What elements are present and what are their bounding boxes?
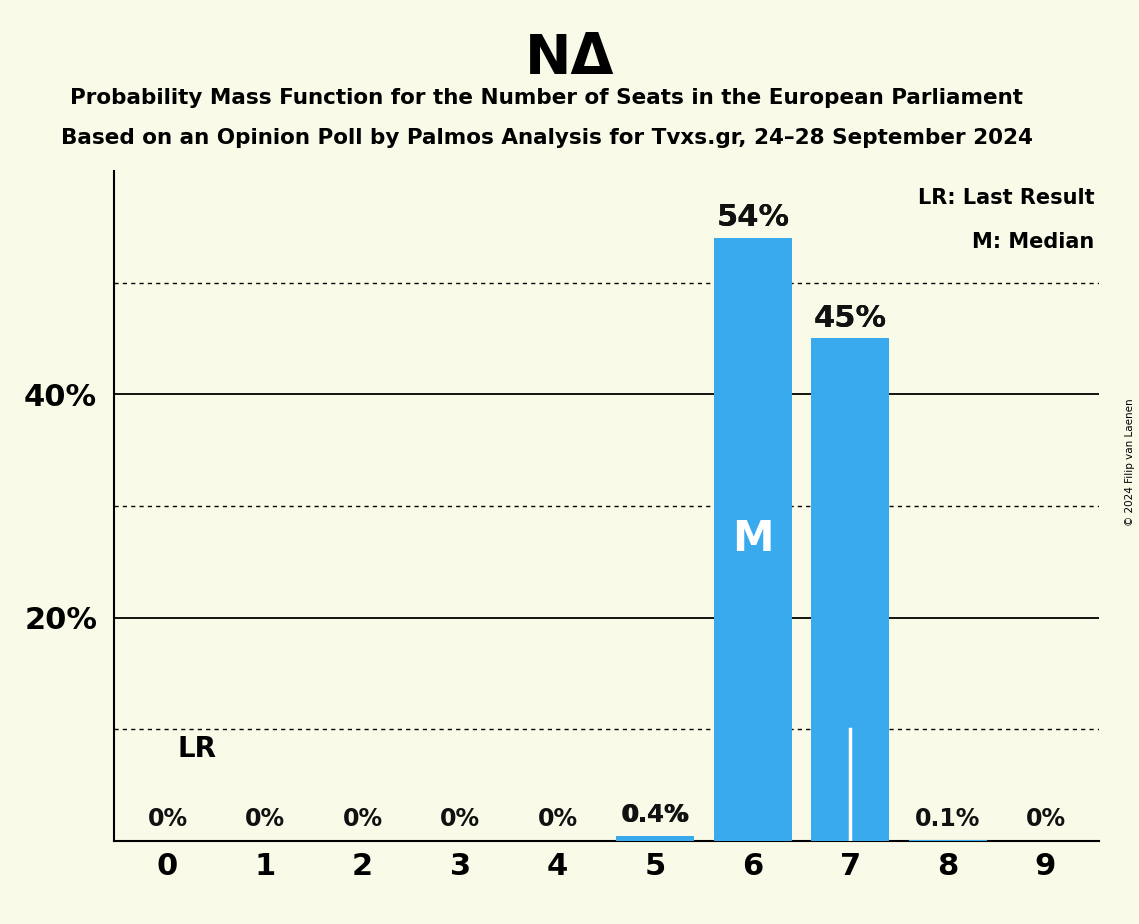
Bar (811, 338, 890, 841)
Text: 45%: 45% (814, 304, 887, 333)
Text: 0%: 0% (245, 807, 285, 831)
Text: Probability Mass Function for the Number of Seats in the European Parliament: Probability Mass Function for the Number… (71, 88, 1023, 108)
Bar (714, 238, 792, 841)
Text: 0%: 0% (343, 807, 383, 831)
Text: 0.4%: 0.4% (621, 804, 690, 828)
Text: 0%: 0% (1025, 807, 1066, 831)
Text: Based on an Opinion Poll by Palmos Analysis for Tvxs.gr, 24–28 September 2024: Based on an Opinion Poll by Palmos Analy… (60, 128, 1033, 148)
Text: LR: LR (178, 735, 216, 763)
Text: M: Median: M: Median (972, 232, 1095, 252)
Text: 0%: 0% (440, 807, 481, 831)
Bar (616, 836, 695, 841)
Text: 0%: 0% (147, 807, 188, 831)
Text: LR: Last Result: LR: Last Result (918, 188, 1095, 208)
Text: 45%: 45% (814, 304, 887, 333)
Text: 54%: 54% (716, 203, 789, 232)
Text: 0.1%: 0.1% (916, 807, 981, 831)
Text: © 2024 Filip van Laenen: © 2024 Filip van Laenen (1125, 398, 1134, 526)
Text: 0.4%: 0.4% (623, 804, 688, 828)
Text: M: M (732, 518, 773, 560)
Text: NΔ: NΔ (525, 32, 614, 86)
Text: 54%: 54% (716, 203, 789, 232)
Bar (909, 840, 988, 841)
Text: 0%: 0% (538, 807, 577, 831)
